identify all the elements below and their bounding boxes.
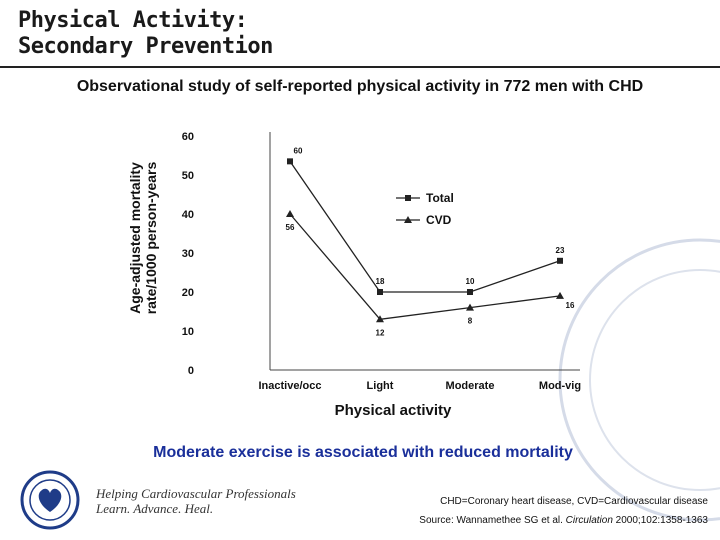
tagline-line-1: Helping Cardiovascular Professionals [96,486,296,501]
conclusion-text: Moderate exercise is associated with red… [153,444,573,461]
slide-subtitle: Observational study of self-reported phy… [76,78,644,95]
data-label-cvd: 12 [376,328,385,337]
data-label-total: 60 [294,146,303,155]
title-line-1: Physical Activity: [18,8,248,33]
data-label-total: 18 [376,277,385,286]
y-tick-label: 0 [188,365,194,377]
x-tick-label: Light [367,380,394,392]
data-point-total [377,289,383,295]
y-tick-label: 60 [182,131,194,143]
x-tick-label: Inactive/occ [259,380,322,392]
series-line-total [289,160,561,293]
x-tick-label: Moderate [446,380,495,392]
data-label-cvd: 8 [468,317,473,326]
data-label-total: 10 [466,277,475,286]
data-label-total: 23 [556,246,565,255]
legend-label-total: Total [426,191,454,205]
data-point-cvd [556,291,564,299]
data-point-cvd [376,315,384,323]
legend-marker-total [405,195,411,201]
series-line-cvd [289,213,561,320]
data-label-cvd: 56 [286,223,295,232]
y-tick-label: 40 [182,209,194,221]
y-tick-label: 30 [182,248,194,260]
data-point-total [557,257,563,264]
y-tick-label: 10 [182,326,194,338]
legend-label-cvd: CVD [426,213,452,227]
legend-marker-cvd [404,216,412,223]
acc-seal-logo [20,470,80,530]
data-point-cvd [466,303,474,311]
source-journal: Circulation [565,515,613,526]
y-tick-label: 20 [182,287,194,299]
tagline-line-2: Learn. Advance. Heal. [96,501,214,516]
title-line-2: Secondary Prevention [18,34,273,59]
data-point-cvd [286,210,294,217]
slide-title: Physical Activity: Secondary Prevention [18,8,273,60]
data-point-total [287,158,293,165]
data-point-total [467,289,473,295]
data-label-cvd: 16 [566,301,575,310]
x-axis-label: Physical activity [334,402,452,419]
y-tick-label: 50 [182,170,194,182]
x-tick-label: Mod-vig [539,380,581,392]
tagline: Helping Cardiovascular Professionals Lea… [96,486,296,516]
source-citation: Source: Wannamethee SG et al. Circulatio… [419,515,708,526]
source-prefix: Source: Wannamethee SG et al. [419,515,566,526]
abbreviations-note: CHD=Coronary heart disease, CVD=Cardiova… [440,496,708,507]
source-suffix: 2000;102:1358-1363 [612,515,708,526]
title-divider [0,66,720,68]
